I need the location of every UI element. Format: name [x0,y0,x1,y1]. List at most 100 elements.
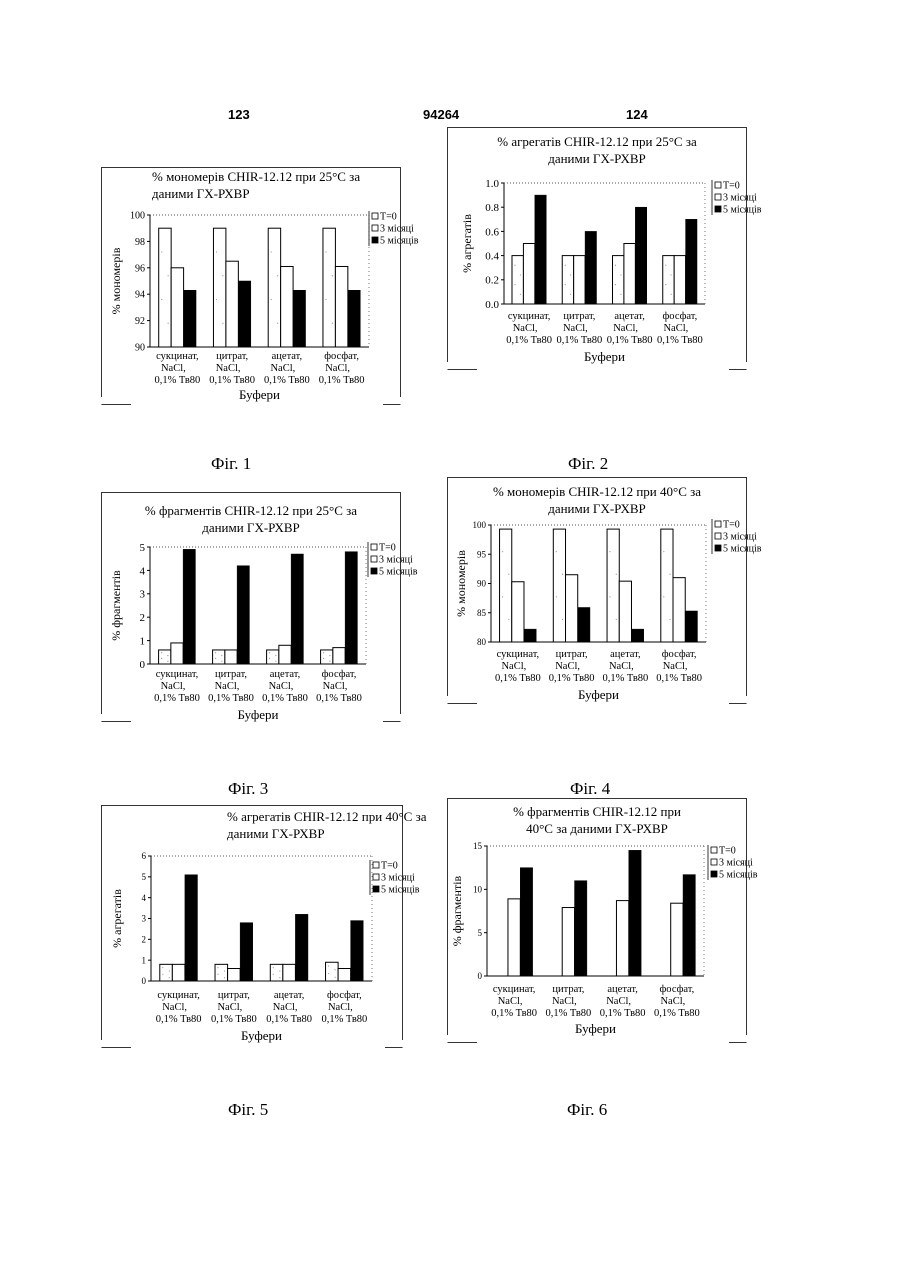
bar-3-months [523,244,534,305]
scan-speck [508,619,509,620]
legend-swatch [715,521,721,527]
legend-label: 3 місяці [381,873,415,884]
chart-title: % фрагментів CHIR-12.12 при [513,804,681,819]
chart-title: даними ГХ-РХВР [548,501,646,516]
bar-3-months [279,645,291,664]
scan-speck [325,299,326,300]
category-label: фосфат, [327,990,362,1001]
scan-speck [161,652,162,653]
legend-label: T=0 [379,543,396,554]
legend-swatch [715,194,721,200]
category-label: ацетат, [610,649,640,660]
category-label: ацетат, [607,984,637,995]
x-axis-label: Буфери [578,687,619,702]
y-tick-label: 4 [140,565,146,577]
bar-5-months [686,219,697,304]
chart-title: % фрагментів CHIR-12.12 при 25°C за [145,503,357,518]
scan-speck [334,969,335,970]
category-label: сукцинат, [493,984,536,995]
scan-speck [279,970,280,971]
y-tick-label: 90 [477,579,487,589]
y-tick-label: 3 [142,914,147,924]
chart-title: 40°C за даними ГХ-РХВР [526,821,668,836]
category-label: 0,1% Тв80 [656,673,702,684]
figure-6-chart: % фрагментів CHIR-12.12 при 40°C за даним… [447,798,747,1043]
scan-speck [332,323,333,324]
category-label: 0,1% Тв80 [319,375,365,386]
scan-speck [562,574,563,575]
category-label: сукцинат, [508,311,551,322]
scan-speck [609,551,610,552]
scan-speck [328,965,329,966]
scan-speck [665,284,666,285]
chart-title: % агрегатів CHIR-12.12 при 25°C за [497,134,697,149]
scan-speck [556,551,557,552]
category-label: NaCl, [563,323,588,334]
y-tick-label: 0.6 [485,226,499,238]
y-tick-label: 3 [140,589,146,601]
bar-t0 [267,650,279,664]
category-label: NaCl, [513,323,538,334]
bar-5-months [291,554,303,664]
bar-t0 [661,529,673,642]
legend-label: 5 місяців [379,567,418,578]
scan-speck [275,655,276,656]
bar-3-months [574,256,585,304]
scan-speck [325,251,326,252]
category-label: NaCl, [609,661,634,672]
y-axis-label: % фрагментів [109,570,123,641]
bar-t0 [562,256,573,304]
legend-label: 5 місяців [381,885,420,896]
scan-speck [323,658,324,659]
category-label: сукцинат, [156,351,199,362]
y-tick-label: 5 [478,928,483,938]
legend-label: T=0 [380,212,397,223]
category-label: фосфат, [663,311,698,322]
category-label: 0,1% Тв80 [549,673,595,684]
bar-5-months [524,629,536,642]
y-tick-label: 95 [477,549,487,559]
x-axis-label: Буфери [575,1021,616,1036]
bar-t0 [500,529,512,642]
category-label: 0,1% Тв80 [602,673,648,684]
scan-speck [502,551,503,552]
scan-speck [615,265,616,266]
bar-t0 [321,650,333,664]
category-label: цитрат, [556,649,588,660]
category-label: NaCl, [323,681,348,692]
bar-t0 [512,256,523,304]
y-axis: 051015 [473,841,487,981]
scan-speck [514,265,515,266]
scan-speck [616,574,617,575]
scan-speck [609,596,610,597]
legend-label: 5 місяців [719,870,758,881]
scan-speck [221,655,222,656]
category-label: 0,1% Тв80 [154,375,200,386]
bar-5-months [183,549,195,664]
bar-3-months [171,643,183,664]
x-axis-label: Буфери [239,387,280,402]
scan-speck [323,652,324,653]
category-label: фосфат, [662,649,697,660]
legend-swatch [372,237,378,243]
legend: T=03 місяці5 місяців [370,860,420,896]
page-number-left: 123 [228,107,250,122]
scan-speck [161,299,162,300]
y-axis: 012345 [140,542,151,671]
scan-speck [279,977,280,978]
scan-speck [620,274,621,275]
figure-6-caption: Фіг. 6 [567,1100,607,1120]
category-label: 0,1% Тв80 [600,1008,646,1019]
scan-speck [224,977,225,978]
chart-svg: % фрагментів CHIR-12.12 при 25°C заданим… [101,492,401,722]
y-tick-label: 100 [473,520,487,530]
bar-3-months [673,578,685,642]
legend: T=03 місяці5 місяців [712,180,762,216]
category-label: NaCl, [613,323,638,334]
y-tick-label: 4 [142,893,147,903]
figure-1-caption: Фіг. 1 [211,454,251,474]
legend-swatch [372,213,378,219]
category-label: 0,1% Тв80 [262,693,308,704]
y-tick-label: 96 [135,263,145,274]
figure-5-caption: Фіг. 5 [228,1100,268,1120]
